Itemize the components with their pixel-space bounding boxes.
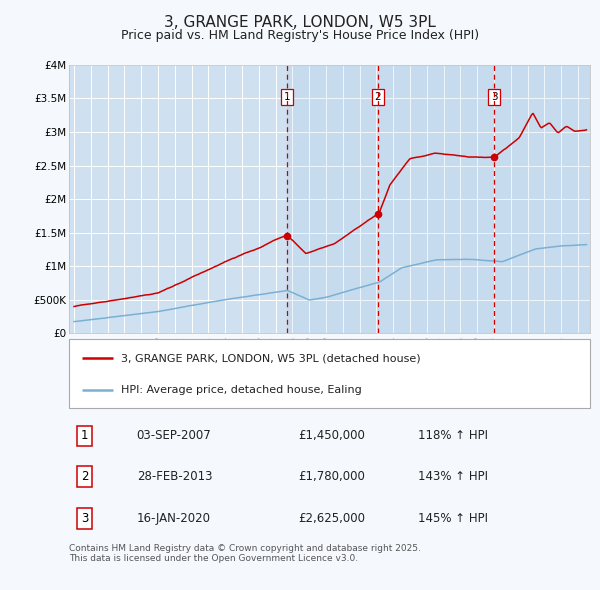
Text: 3, GRANGE PARK, LONDON, W5 3PL (detached house): 3, GRANGE PARK, LONDON, W5 3PL (detached… (121, 353, 421, 363)
Bar (287, 65, 590, 333)
Text: 3: 3 (81, 512, 88, 525)
Text: 3: 3 (491, 92, 497, 102)
Text: 28-FEB-2013: 28-FEB-2013 (137, 470, 212, 483)
Text: 118% ↑ HPI: 118% ↑ HPI (418, 430, 488, 442)
Text: 2: 2 (374, 92, 381, 102)
Text: Price paid vs. HM Land Registry's House Price Index (HPI): Price paid vs. HM Land Registry's House … (121, 29, 479, 42)
Text: HPI: Average price, detached house, Ealing: HPI: Average price, detached house, Eali… (121, 385, 362, 395)
Text: 1: 1 (284, 92, 290, 102)
Text: £1,450,000: £1,450,000 (298, 430, 365, 442)
Text: £2,625,000: £2,625,000 (298, 512, 365, 525)
Text: Contains HM Land Registry data © Crown copyright and database right 2025.
This d: Contains HM Land Registry data © Crown c… (69, 544, 421, 563)
Text: 1: 1 (81, 430, 88, 442)
Text: £1,780,000: £1,780,000 (298, 470, 365, 483)
Text: 3, GRANGE PARK, LONDON, W5 3PL: 3, GRANGE PARK, LONDON, W5 3PL (164, 15, 436, 30)
Text: 2: 2 (81, 470, 88, 483)
Text: 145% ↑ HPI: 145% ↑ HPI (418, 512, 488, 525)
Text: 03-SEP-2007: 03-SEP-2007 (137, 430, 211, 442)
Text: 143% ↑ HPI: 143% ↑ HPI (418, 470, 488, 483)
Text: 16-JAN-2020: 16-JAN-2020 (137, 512, 211, 525)
